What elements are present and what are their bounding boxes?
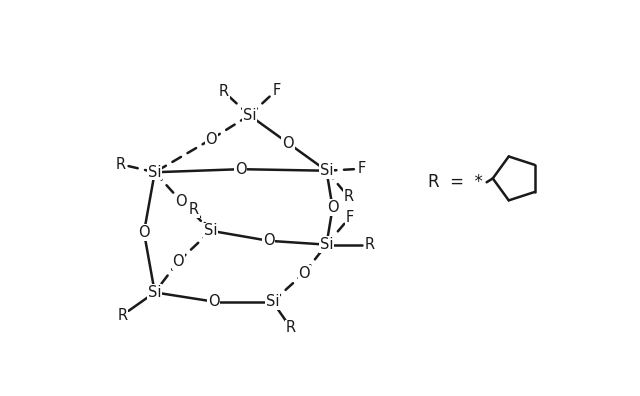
Text: Si: Si [266,294,279,309]
Text: R: R [117,308,127,323]
Text: Si: Si [148,165,161,180]
Text: O: O [298,266,310,281]
Text: R  =  *: R = * [428,173,483,191]
Text: O: O [327,200,339,215]
Text: F: F [273,82,281,97]
Text: O: O [208,294,220,309]
Text: R: R [189,202,199,217]
Text: R: R [116,157,126,172]
Text: R: R [285,320,296,335]
Text: O: O [138,225,150,240]
Text: O: O [175,194,187,209]
Text: F: F [346,210,354,225]
Text: Si: Si [320,237,333,252]
Text: R: R [343,189,353,204]
Text: Si: Si [148,285,161,300]
Text: Si: Si [320,163,333,178]
Text: Si: Si [243,108,256,123]
Text: F: F [358,161,366,176]
Text: O: O [282,135,294,150]
Text: O: O [205,132,217,147]
Text: O: O [235,162,246,177]
Text: R: R [365,237,374,252]
Text: O: O [263,233,275,248]
Text: O: O [172,254,184,269]
Text: Si: Si [204,223,218,238]
Text: R: R [219,84,229,99]
